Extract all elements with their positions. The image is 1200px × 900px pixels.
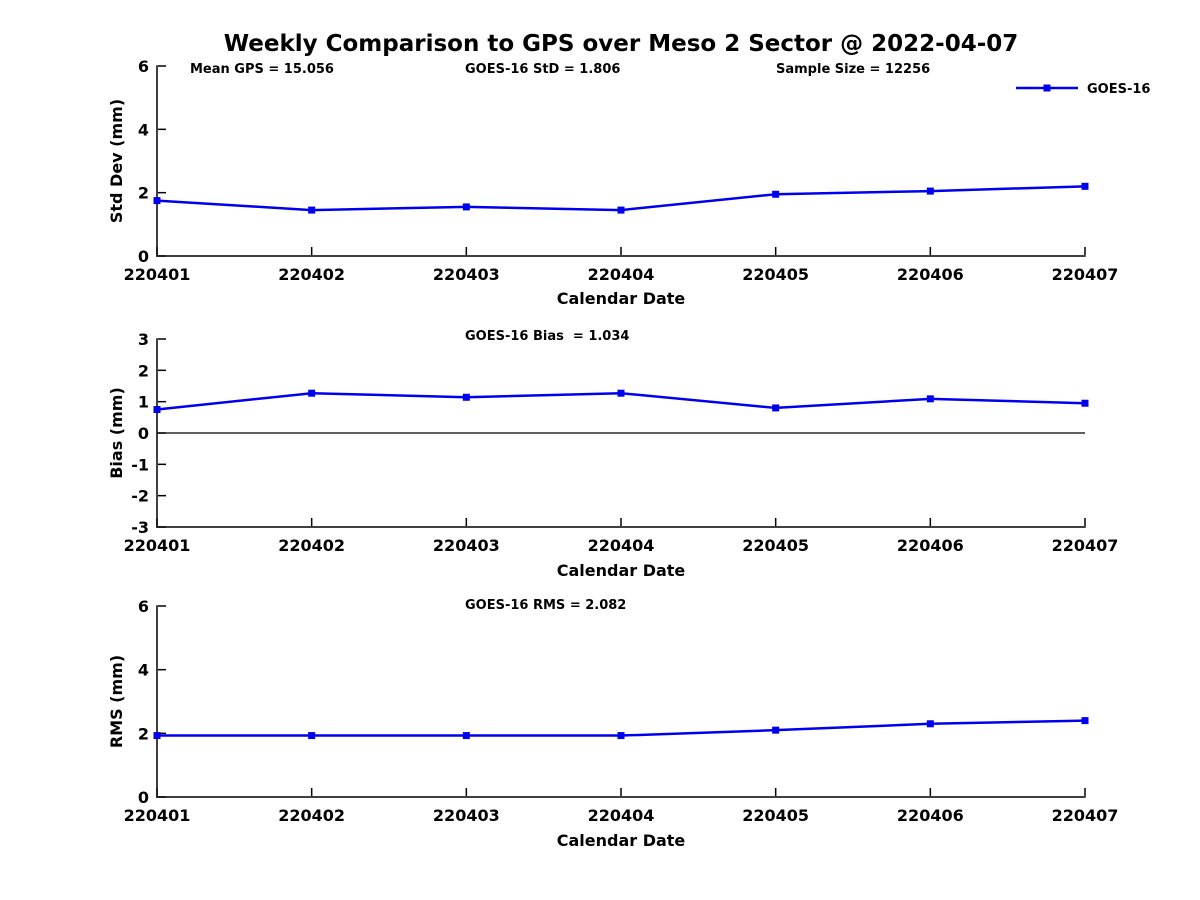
y-tick-label: 2	[138, 724, 149, 743]
data-point-marker	[1081, 182, 1089, 190]
data-point-marker	[462, 732, 470, 740]
x-tick-label: 220403	[433, 806, 500, 825]
data-point-marker	[1081, 717, 1089, 725]
data-point-marker	[617, 389, 625, 397]
y-tick-label: 3	[138, 330, 149, 349]
x-tick-label: 220406	[897, 806, 964, 825]
y-tick-label: 2	[138, 361, 149, 380]
x-tick-label: 220405	[742, 265, 809, 284]
data-point-marker	[153, 406, 161, 413]
x-tick-label: 220406	[897, 536, 964, 555]
stddev-subplot: 0 2 4 6 220401 220402 220403 220404 220405 220406…	[107, 57, 1150, 308]
legend-marker	[1043, 84, 1051, 92]
y-tick-label: 4	[138, 661, 149, 680]
x-tick-label: 220401	[124, 265, 191, 284]
data-point-marker	[308, 732, 316, 740]
data-point-marker	[926, 187, 934, 195]
annotation: Sample Size = 12256	[776, 62, 930, 77]
data-point-marker	[308, 389, 316, 397]
x-axis-label: Calendar Date	[557, 561, 686, 580]
y-axis-label: Bias (mm)	[107, 387, 126, 479]
annotation: Mean GPS = 15.056	[190, 62, 334, 77]
x-tick-label: 220407	[1052, 806, 1119, 825]
annotation: GOES-16 Bias = 1.034	[465, 329, 629, 344]
y-tick-label: 1	[138, 393, 149, 412]
y-tick-label: 4	[138, 120, 149, 139]
x-tick-label: 220404	[588, 536, 655, 555]
data-point-marker	[617, 732, 625, 740]
y-tick-label: -2	[131, 487, 149, 506]
x-tick-label: 220403	[433, 536, 500, 555]
bias-subplot: -3 -2 -1 0 1 2 3 220401 220402 220403 220404 220405…	[107, 329, 1119, 580]
x-tick-label: 220405	[742, 806, 809, 825]
data-point-marker	[462, 393, 470, 401]
data-point-marker	[926, 395, 934, 403]
data-point-marker	[462, 203, 470, 211]
data-point-marker	[772, 726, 780, 734]
data-point-marker	[772, 190, 780, 198]
rms-subplot: 0 2 4 6 220401 220402 220403 220404 220405 220406…	[107, 597, 1119, 850]
x-tick-label: 220404	[588, 265, 655, 284]
data-line	[156, 185, 1086, 212]
x-tick-label: 220405	[742, 536, 809, 555]
x-axis-label: Calendar Date	[557, 289, 686, 308]
y-tick-label: 6	[138, 597, 149, 616]
x-tick-label: 220407	[1052, 265, 1119, 284]
x-tick-label: 220401	[124, 806, 191, 825]
y-axis-label: RMS (mm)	[107, 655, 126, 748]
x-tick-label: 220402	[278, 265, 345, 284]
x-tick-label: 220402	[278, 806, 345, 825]
x-tick-label: 220402	[278, 536, 345, 555]
legend-label: GOES-16	[1087, 82, 1150, 97]
data-point-marker	[308, 206, 316, 214]
data-point-marker	[617, 206, 625, 214]
x-tick-label: 220406	[897, 265, 964, 284]
x-tick-label: 220407	[1052, 536, 1119, 555]
y-tick-label: 0	[138, 424, 149, 443]
data-point-marker	[772, 404, 780, 412]
x-axis-label: Calendar Date	[557, 831, 686, 850]
x-tick-label: 220401	[124, 536, 191, 555]
y-tick-label: 0	[138, 247, 149, 266]
y-tick-label: 0	[138, 788, 149, 807]
y-tick-label: -1	[131, 455, 149, 474]
data-point-marker	[926, 720, 934, 728]
y-tick-label: -3	[131, 518, 149, 537]
figure-title: Weekly Comparison to GPS over Meso 2 Sec…	[223, 31, 1019, 57]
data-point-marker	[153, 732, 161, 740]
annotation: GOES-16 StD = 1.806	[465, 62, 620, 77]
y-tick-label: 2	[138, 184, 149, 203]
x-tick-label: 220403	[433, 265, 500, 284]
x-tick-label: 220404	[588, 806, 655, 825]
data-point-marker	[153, 197, 161, 205]
annotation: GOES-16 RMS = 2.082	[465, 598, 626, 613]
y-tick-label: 6	[138, 57, 149, 76]
y-axis-label: Std Dev (mm)	[107, 99, 126, 223]
data-point-marker	[1081, 399, 1089, 407]
